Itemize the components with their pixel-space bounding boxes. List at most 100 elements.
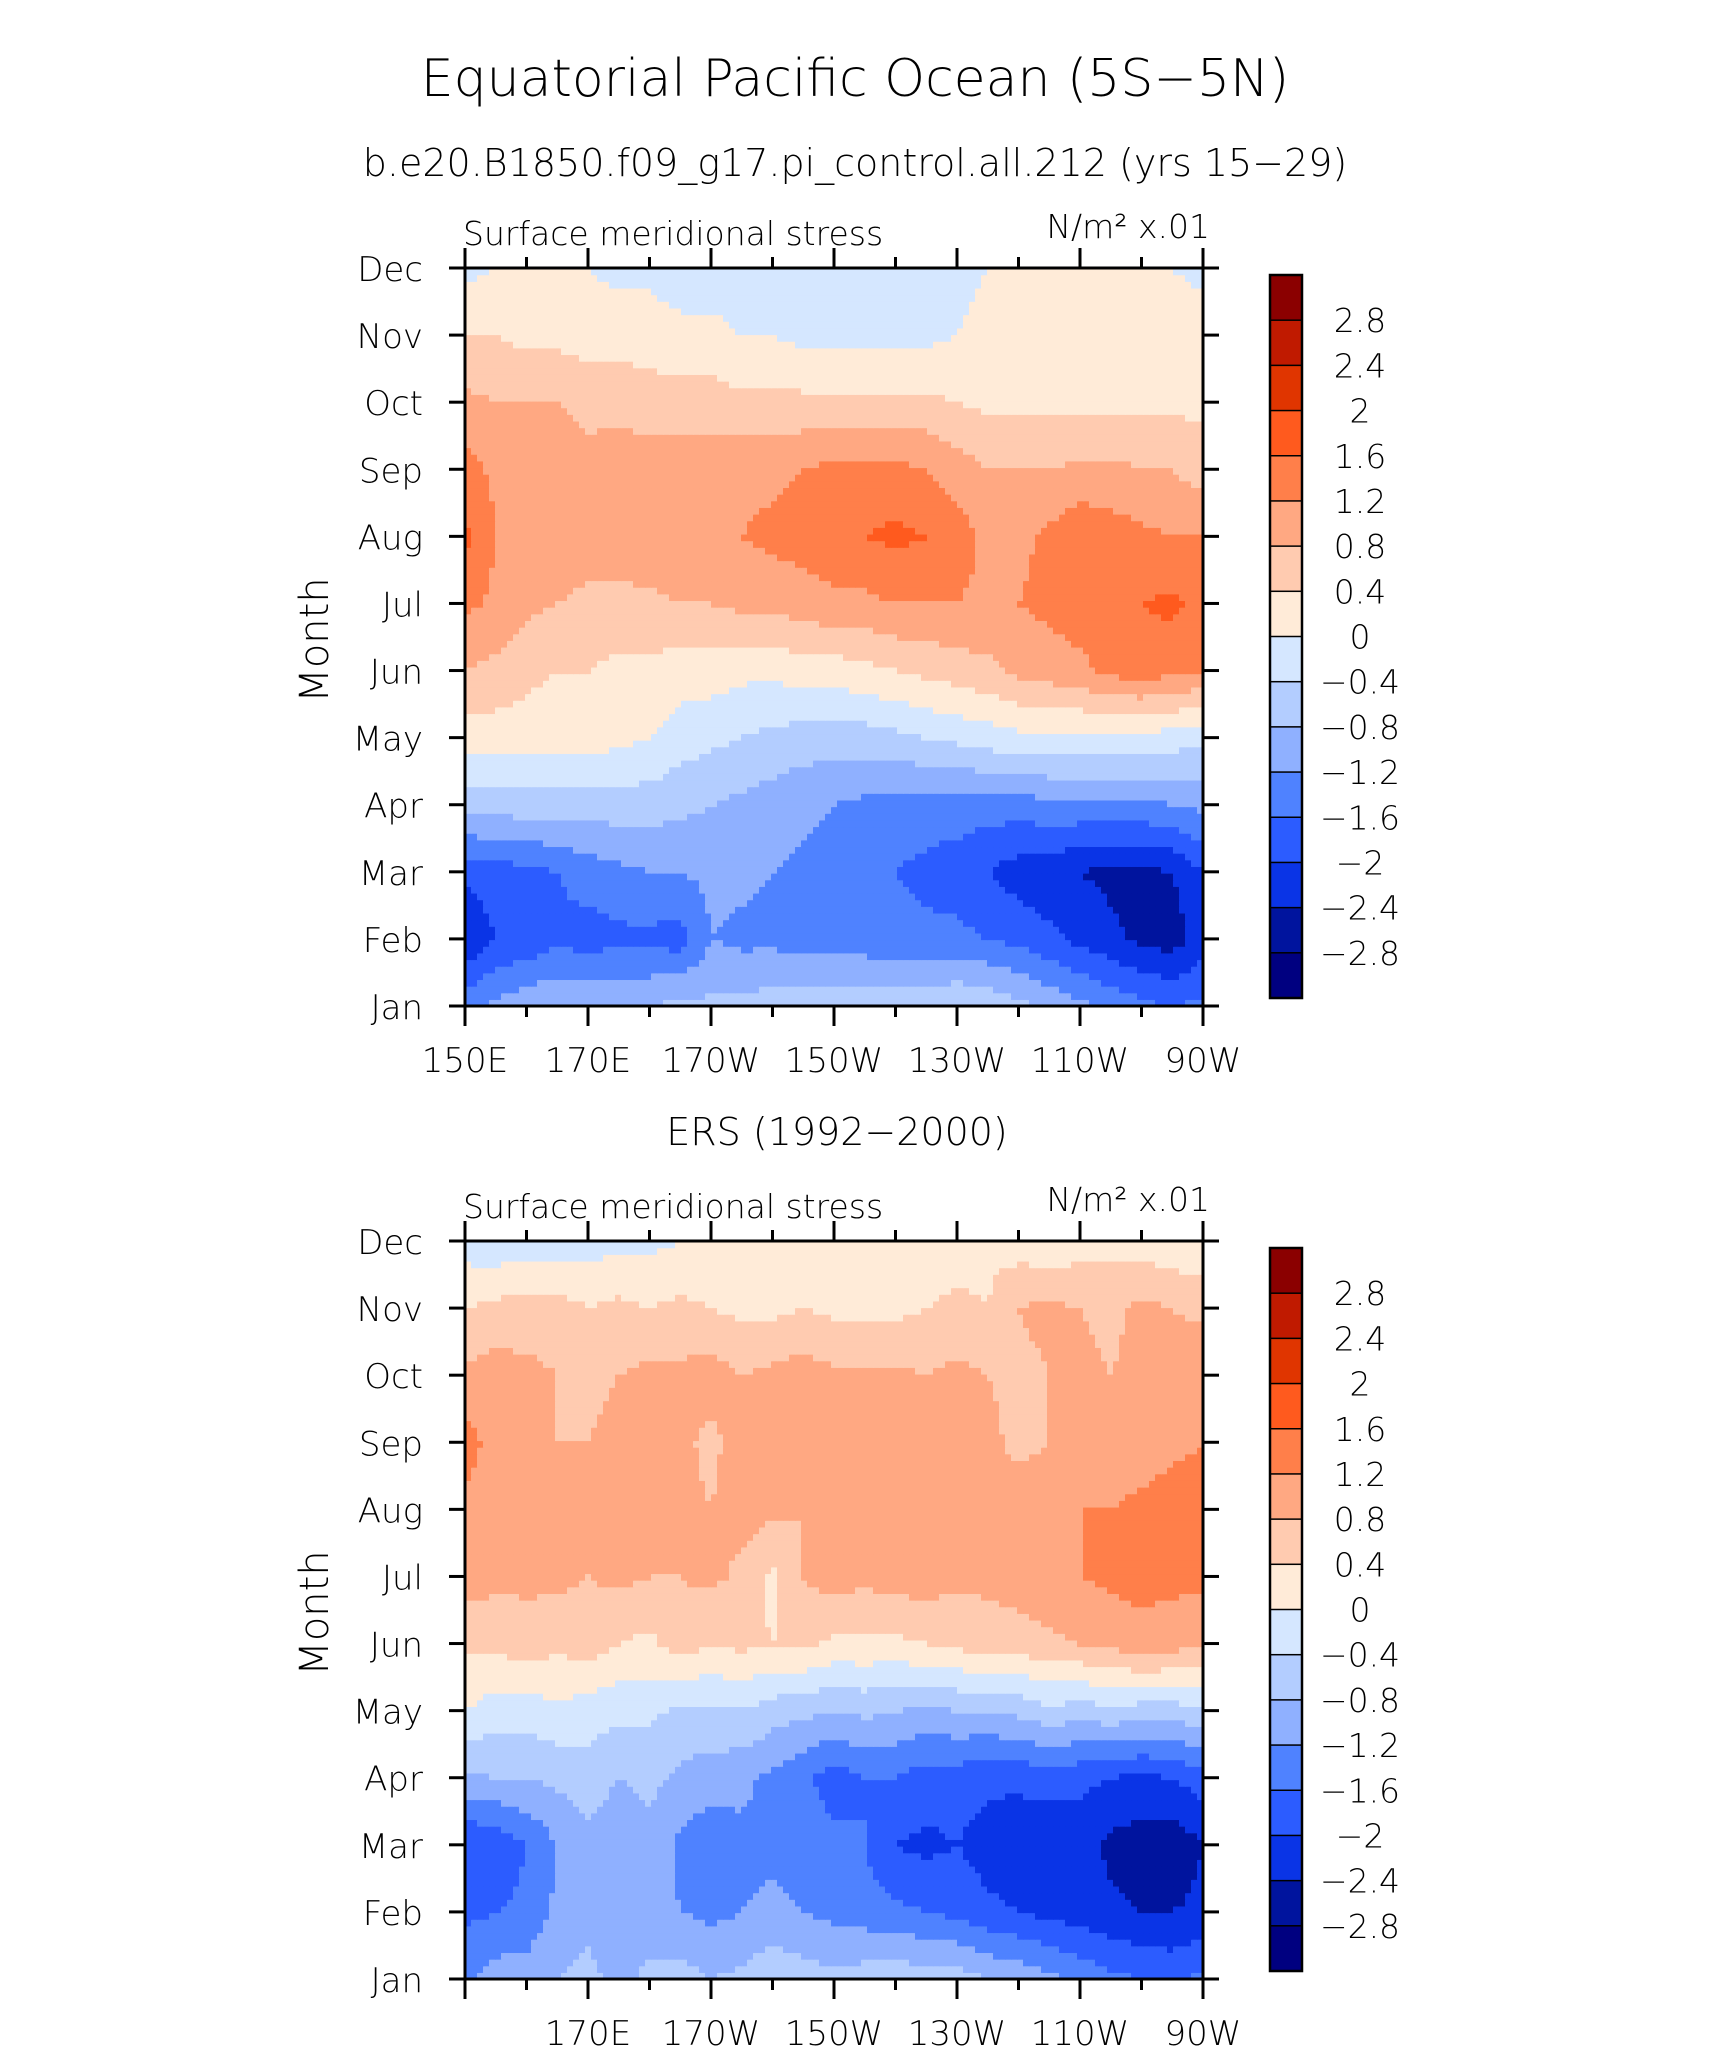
contour-cell xyxy=(1041,979,1048,986)
contour-cell xyxy=(531,986,538,993)
contour-cell xyxy=(681,946,688,953)
contour-cell xyxy=(819,986,826,993)
contour-cell xyxy=(705,993,712,1000)
contour-cell xyxy=(1023,926,1030,933)
contour-cell xyxy=(1119,966,1126,973)
contour-cell xyxy=(627,920,634,927)
contour-cell xyxy=(519,979,526,986)
contour-cell xyxy=(699,920,706,927)
contour-cell xyxy=(945,946,952,953)
contour-cell xyxy=(483,913,490,920)
contour-cell xyxy=(975,953,982,960)
contour-cell xyxy=(789,973,796,980)
contour-cell xyxy=(801,966,808,973)
contour-cell xyxy=(1107,993,1114,1000)
contour-cell xyxy=(807,953,814,960)
contour-cell xyxy=(963,986,970,993)
contour-cell xyxy=(537,953,544,960)
contour-cell xyxy=(1185,966,1192,973)
contour-cell xyxy=(513,926,520,933)
contour-cell xyxy=(891,933,898,940)
contour-cell xyxy=(1143,940,1150,947)
contour-cell xyxy=(1011,953,1018,960)
contour-cell xyxy=(729,953,736,960)
contour-cell xyxy=(1191,959,1198,966)
contour-cell xyxy=(651,959,658,966)
contour-cell xyxy=(681,940,688,947)
contour-cell xyxy=(771,920,778,927)
contour-cell xyxy=(1101,920,1108,927)
contour-cell xyxy=(723,959,730,966)
contour-cell xyxy=(723,933,730,940)
contour-cell xyxy=(747,979,754,986)
contour-cell xyxy=(1065,966,1072,973)
contour-cell xyxy=(783,993,790,1000)
contour-cell xyxy=(1023,959,1030,966)
contour-cell xyxy=(789,913,796,920)
contour-cell xyxy=(1143,926,1150,933)
contour-cell xyxy=(531,993,538,1000)
contour-cell xyxy=(627,953,634,960)
contour-cell xyxy=(921,946,928,953)
contour-cell xyxy=(807,920,814,927)
contour-cell xyxy=(825,933,832,940)
contour-cell xyxy=(621,979,628,986)
contour-cell xyxy=(825,986,832,993)
contour-cell xyxy=(669,953,676,960)
contour-cell xyxy=(1023,993,1030,1000)
contour-cell xyxy=(741,946,748,953)
contour-cell xyxy=(1041,993,1048,1000)
contour-cell xyxy=(981,993,988,1000)
contour-cell xyxy=(1113,933,1120,940)
contour-cell xyxy=(1077,973,1084,980)
contour-cell xyxy=(645,966,652,973)
contour-cell xyxy=(1143,959,1150,966)
contour-cell xyxy=(687,973,694,980)
contour-cell xyxy=(1185,940,1192,947)
contour-cell xyxy=(699,933,706,940)
contour-cell xyxy=(645,953,652,960)
contour-cell xyxy=(1173,940,1180,947)
contour-cell xyxy=(921,926,928,933)
contour-cell xyxy=(897,993,904,1000)
contour-cell xyxy=(849,993,856,1000)
contour-cell xyxy=(807,959,814,966)
contour-cell xyxy=(501,966,508,973)
contour-cell xyxy=(1107,979,1114,986)
contour-cell xyxy=(957,979,964,986)
contour-cell xyxy=(1149,920,1156,927)
contour-cell xyxy=(885,973,892,980)
contour-cell xyxy=(765,973,772,980)
contour-cell xyxy=(591,926,598,933)
contour-cell xyxy=(837,993,844,1000)
contour-cell xyxy=(1017,933,1024,940)
contour-cell xyxy=(1131,940,1138,947)
contour-cell xyxy=(501,933,508,940)
contour-cell xyxy=(705,959,712,966)
contour-cell xyxy=(1011,986,1018,993)
contour-cell xyxy=(1119,959,1126,966)
contour-cell xyxy=(1119,946,1126,953)
contour-cell xyxy=(765,986,772,993)
contour-cell xyxy=(1143,920,1150,927)
contour-cell xyxy=(771,926,778,933)
contour-cell xyxy=(903,979,910,986)
contour-cell xyxy=(843,920,850,927)
contour-cell xyxy=(693,920,700,927)
contour-cell xyxy=(903,973,910,980)
contour-cell xyxy=(675,973,682,980)
contour-cell xyxy=(699,993,706,1000)
contour-cell xyxy=(909,940,916,947)
contour-cell xyxy=(1029,959,1036,966)
contour-cell xyxy=(939,920,946,927)
contour-cell xyxy=(1029,953,1036,960)
contour-cell xyxy=(591,913,598,920)
contour-cell xyxy=(753,993,760,1000)
contour-cell xyxy=(747,986,754,993)
contour-cell xyxy=(987,993,994,1000)
contour-cell xyxy=(477,946,484,953)
contour-cell xyxy=(627,926,634,933)
contour-cell xyxy=(1185,959,1192,966)
contour-cell xyxy=(1167,973,1174,980)
contour-cell xyxy=(627,913,634,920)
